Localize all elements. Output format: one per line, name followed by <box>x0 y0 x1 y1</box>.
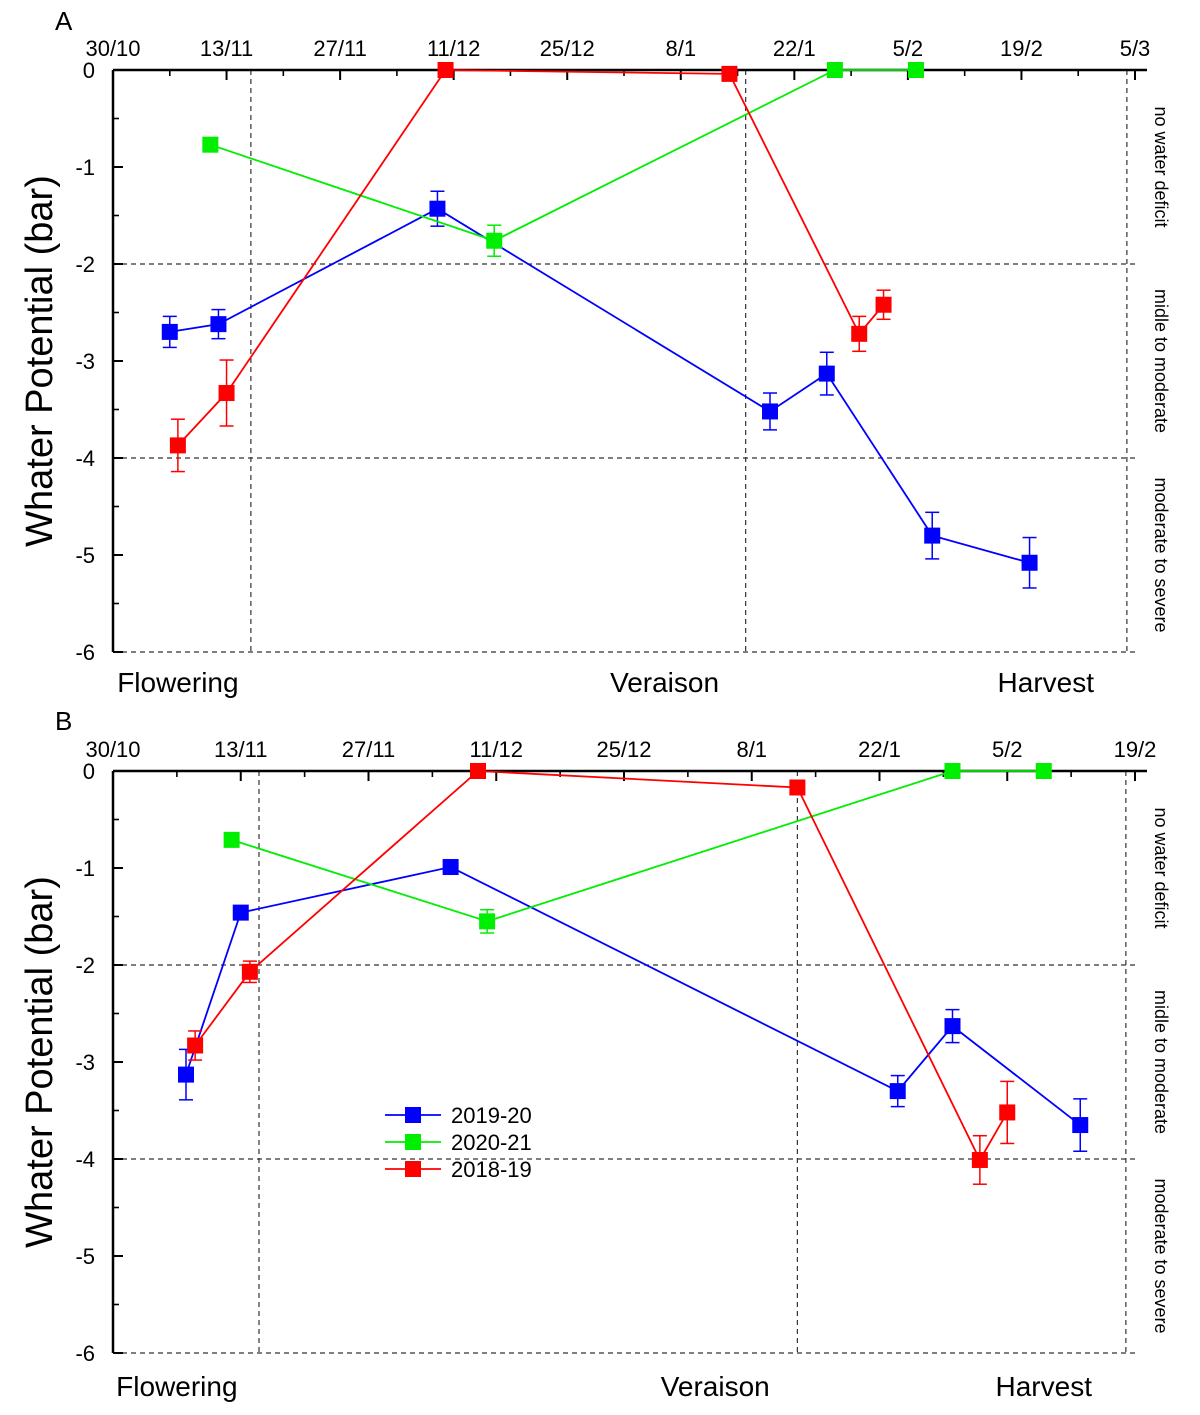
data-point-2018-19 <box>470 763 486 779</box>
y-tick-label: -3 <box>75 1050 95 1075</box>
x-tick-label: 25/12 <box>540 36 595 61</box>
y-tick-label: -6 <box>75 640 95 665</box>
x-tick-label: 5/2 <box>992 737 1023 762</box>
legend-label: 2020-21 <box>451 1130 532 1155</box>
x-tick-label: 13/11 <box>200 36 253 61</box>
data-point-2018-19 <box>999 1104 1016 1121</box>
data-point-2018-19 <box>241 963 258 980</box>
data-point-2019-20 <box>889 1083 906 1100</box>
data-point-2018-19 <box>971 1151 988 1168</box>
y-tick-label: -2 <box>75 953 95 978</box>
panel-a: A Whater Potential (bar) Flowering Veraison… <box>19 6 1171 698</box>
x-tick-label: 11/12 <box>427 36 480 61</box>
zone-label: midle to moderate <box>1151 289 1171 433</box>
y-tick-label: 0 <box>83 58 95 83</box>
legend-marker <box>405 1107 421 1123</box>
legend-label: 2018-19 <box>451 1157 532 1182</box>
y-tick-label: 0 <box>83 759 95 784</box>
zone-label: midle to moderate <box>1151 990 1171 1134</box>
data-point-2019-20 <box>1072 1117 1089 1134</box>
series-line-2020-21 <box>210 69 916 242</box>
phenology-label: Veraison <box>661 1371 770 1402</box>
data-point-2019-20 <box>210 316 227 333</box>
phenology-label: Flowering <box>117 667 238 698</box>
data-point-2018-19 <box>218 385 235 402</box>
data-point-2019-20 <box>161 323 178 340</box>
data-point-2018-19 <box>169 437 186 454</box>
data-point-2020-21 <box>826 62 843 78</box>
x-tick-label: 22/1 <box>773 36 816 61</box>
x-tick-label: 27/11 <box>313 36 366 61</box>
data-point-2018-19 <box>851 325 868 342</box>
zone-label: moderate to severe <box>1151 1178 1171 1333</box>
x-tick-label: 5/3 <box>1120 36 1151 61</box>
y-axis-label: Whater Potential (bar) <box>19 175 61 547</box>
phenology-label: Harvest <box>998 667 1095 698</box>
series-line-2020-21 <box>231 770 1044 923</box>
panel-letter: B <box>55 706 72 736</box>
y-tick-label: -2 <box>75 252 95 277</box>
data-point-2018-19 <box>875 296 892 313</box>
data-point-2018-19 <box>789 779 806 796</box>
data-point-2020-21 <box>486 232 503 249</box>
zone-label: moderate to severe <box>1151 477 1171 632</box>
y-tick-label: -1 <box>75 856 95 881</box>
y-tick-label: -5 <box>75 1244 95 1269</box>
y-tick-label: -6 <box>75 1341 95 1366</box>
series-line-2019-20 <box>185 866 1081 1126</box>
data-point-2020-21 <box>1035 763 1052 779</box>
data-point-2018-19 <box>721 65 738 82</box>
x-tick-label: 8/1 <box>736 737 767 762</box>
data-point-2019-20 <box>944 1018 961 1035</box>
x-tick-label: 30/10 <box>85 36 140 61</box>
data-point-2020-21 <box>479 913 496 930</box>
zone-label: no water deficit <box>1151 807 1171 928</box>
phenology-label: Veraison <box>610 667 719 698</box>
y-tick-label: -4 <box>75 446 95 471</box>
data-point-2018-19 <box>437 62 454 78</box>
panel-b: B Whater Potential (bar) Flowering Veraison… <box>19 706 1171 1402</box>
y-tick-label: -5 <box>75 543 95 568</box>
legend-marker <box>405 1134 421 1150</box>
x-tick-label: 8/1 <box>665 36 696 61</box>
data-point-2019-20 <box>1021 554 1038 571</box>
data-point-2020-21 <box>223 831 240 848</box>
data-point-2019-20 <box>232 904 249 921</box>
x-tick-label: 30/10 <box>85 737 140 762</box>
data-point-2018-19 <box>187 1037 204 1054</box>
x-tick-label: 25/12 <box>596 737 651 762</box>
data-point-2020-21 <box>908 62 924 78</box>
data-point-2020-21 <box>202 136 219 153</box>
data-point-2019-20 <box>818 365 835 382</box>
x-tick-label: 11/12 <box>470 737 523 762</box>
phenology-label: Flowering <box>116 1371 237 1402</box>
y-tick-label: -1 <box>75 155 95 180</box>
panel-letter: A <box>55 6 73 36</box>
data-point-2020-21 <box>944 763 961 779</box>
series-line-2018-19 <box>177 69 885 447</box>
x-tick-label: 19/2 <box>1114 737 1157 762</box>
zone-label: no water deficit <box>1151 106 1171 227</box>
x-tick-label: 27/11 <box>342 737 395 762</box>
y-tick-label: -4 <box>75 1147 95 1172</box>
y-axis-label: Whater Potential (bar) <box>19 876 61 1248</box>
x-tick-label: 19/2 <box>1000 36 1043 61</box>
series-line-2019-20 <box>169 207 1030 564</box>
x-tick-label: 22/1 <box>858 737 901 762</box>
y-tick-label: -3 <box>75 349 95 374</box>
x-tick-label: 13/11 <box>214 737 267 762</box>
data-point-2019-20 <box>924 527 941 544</box>
data-point-2019-20 <box>442 859 459 876</box>
data-point-2019-20 <box>429 200 446 217</box>
data-point-2019-20 <box>178 1066 194 1083</box>
legend-label: 2019-20 <box>451 1103 532 1128</box>
x-tick-label: 5/2 <box>893 36 924 61</box>
data-point-2019-20 <box>762 403 778 420</box>
phenology-label: Harvest <box>996 1371 1093 1402</box>
legend-marker <box>405 1161 421 1177</box>
